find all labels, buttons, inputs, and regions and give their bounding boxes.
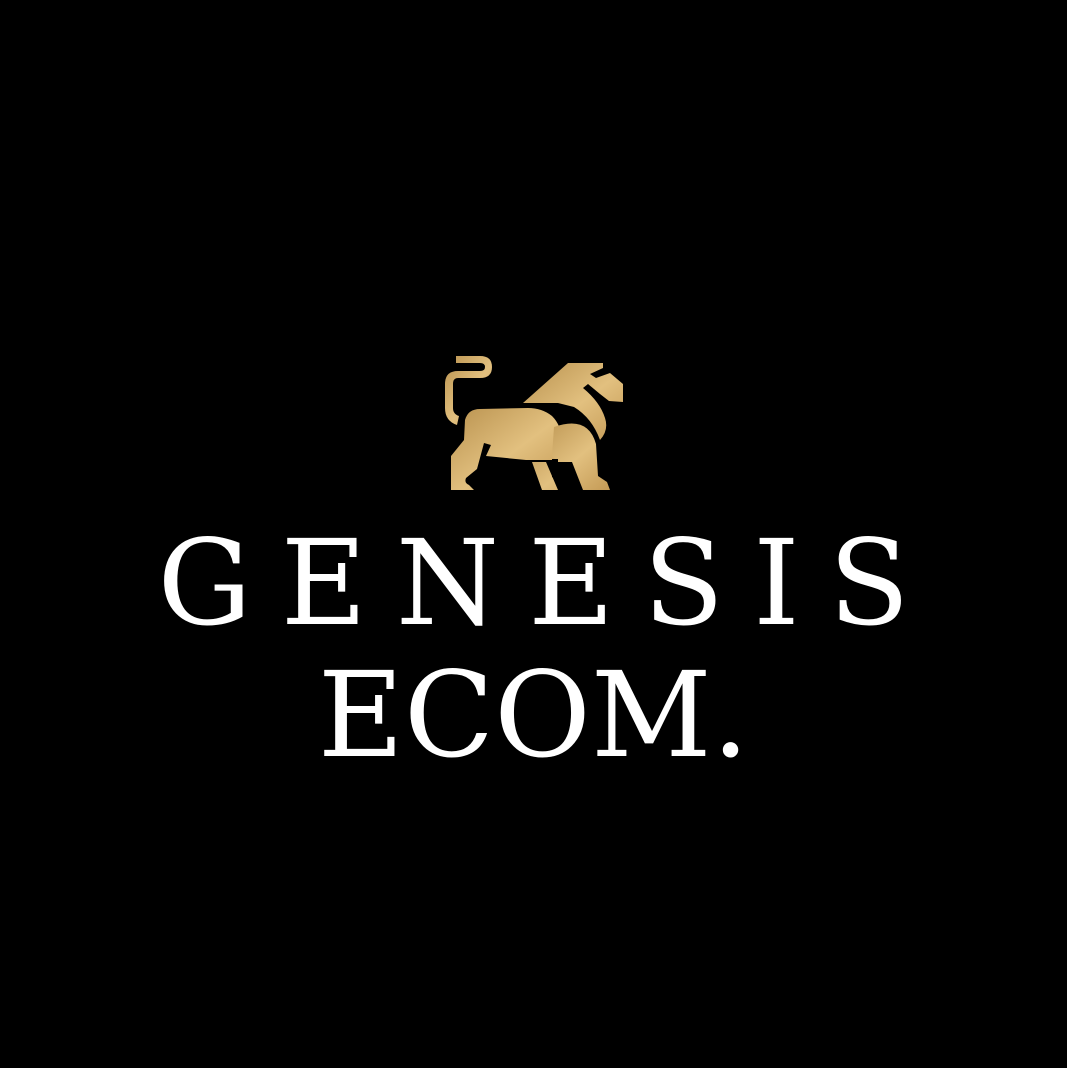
lion-tail [445, 356, 492, 425]
lion-icon [445, 356, 623, 490]
brand-name-line-1: GENESIS [157, 514, 939, 652]
lion-legs [532, 423, 610, 490]
lion-body [451, 408, 562, 490]
lion-mane [523, 363, 623, 440]
brand-name-line-2: ECOM. [317, 646, 750, 784]
